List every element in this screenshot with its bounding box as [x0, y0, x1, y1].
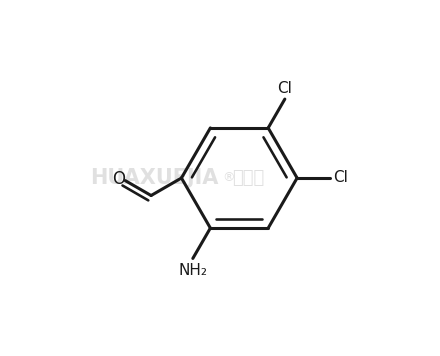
Text: O: O [113, 170, 125, 188]
Text: 化学加: 化学加 [232, 169, 264, 187]
Text: NH₂: NH₂ [178, 263, 207, 278]
Text: Cl: Cl [333, 171, 348, 185]
Text: Cl: Cl [277, 80, 292, 96]
Text: ®: ® [222, 172, 234, 184]
Text: HUAXUEJIA: HUAXUEJIA [90, 168, 219, 188]
